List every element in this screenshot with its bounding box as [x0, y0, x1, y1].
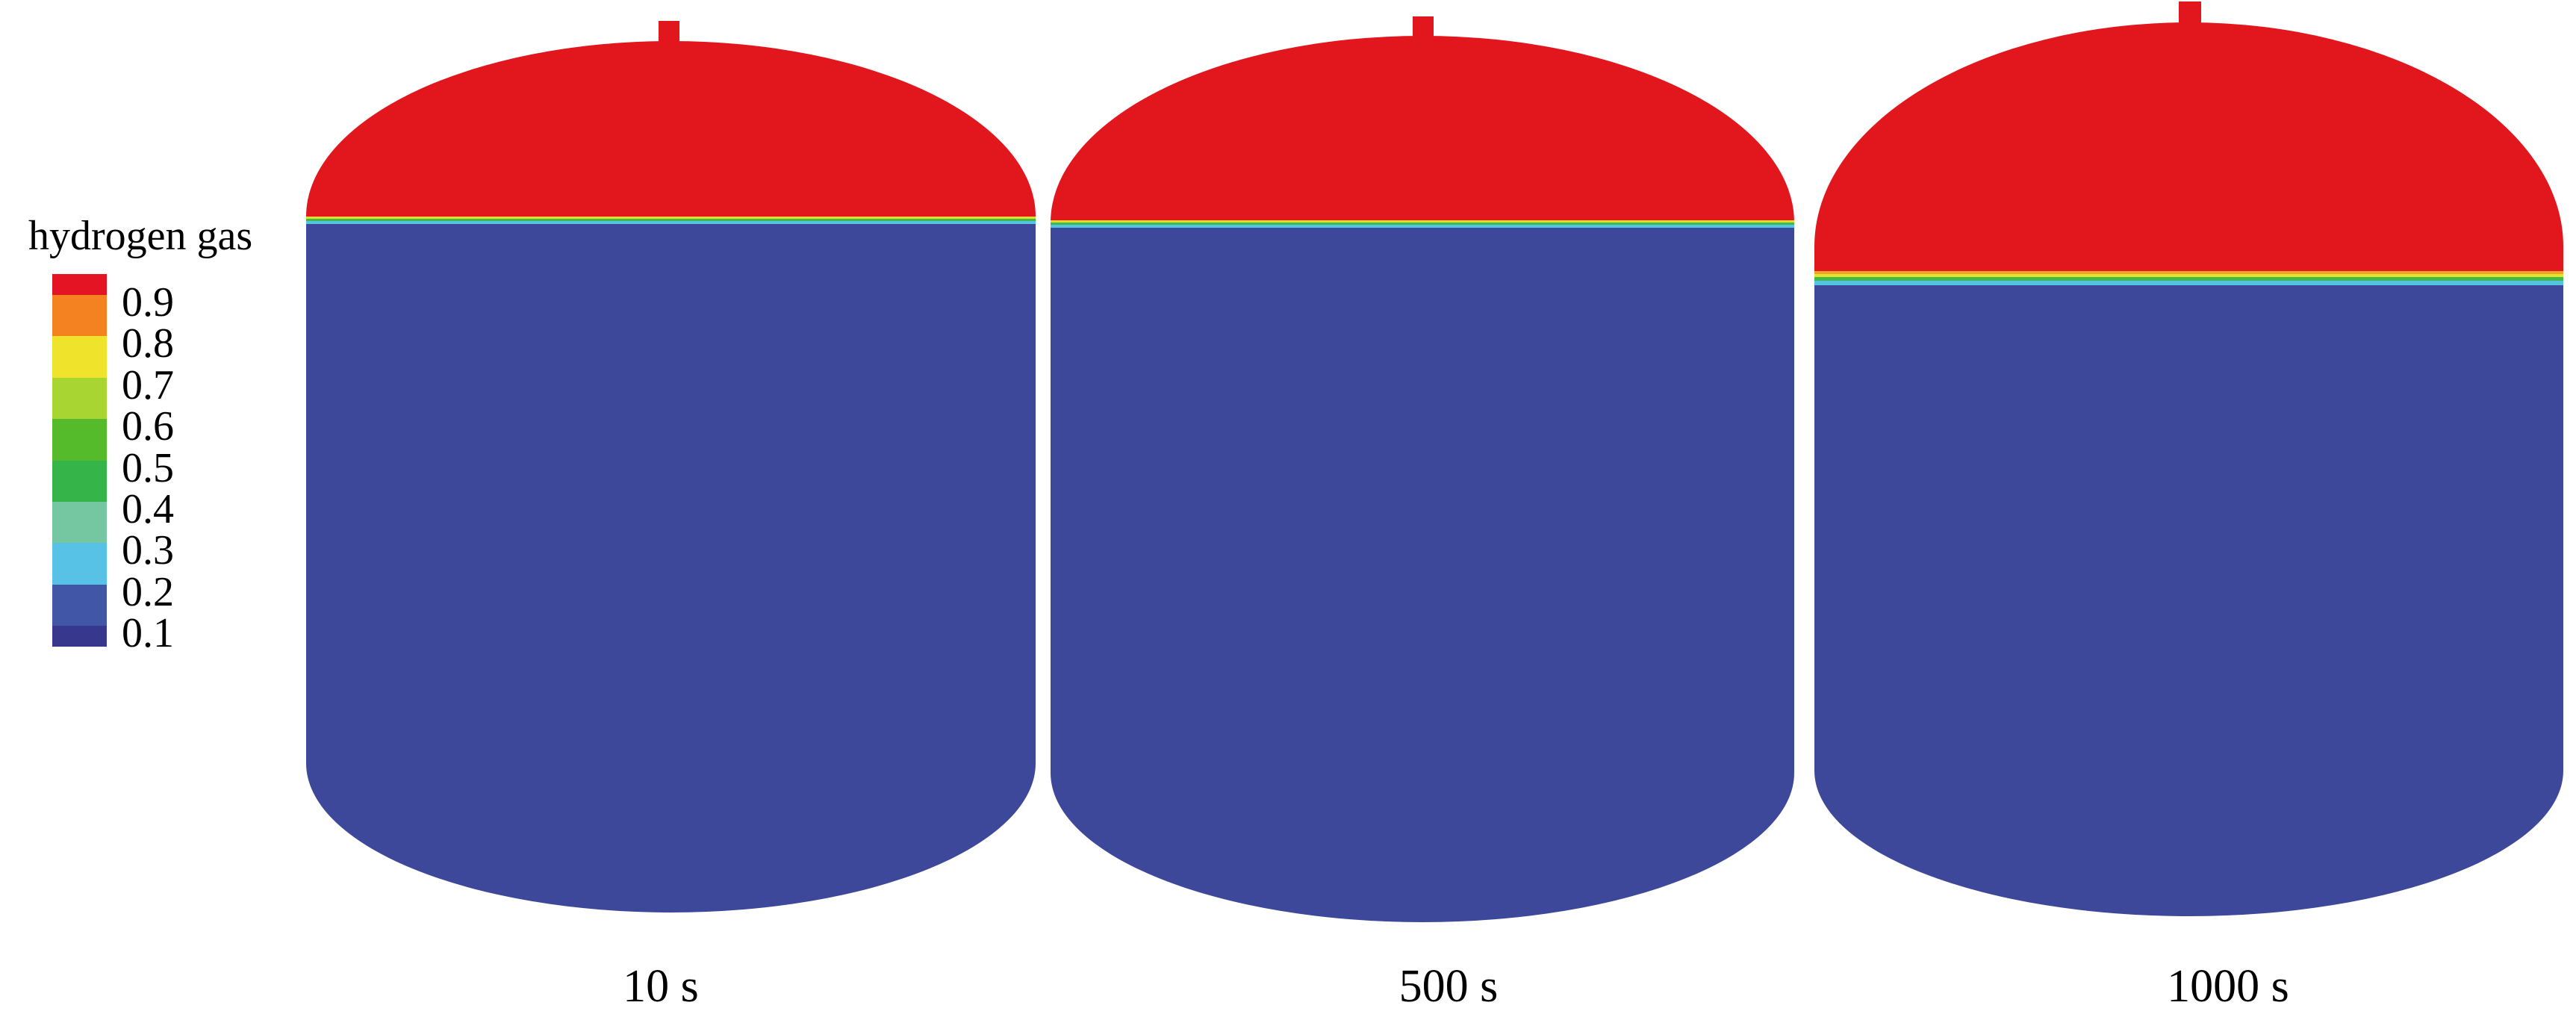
- tank-vessel-contour: [306, 41, 1036, 912]
- legend-tick-label: 0.2: [122, 568, 174, 615]
- legend-color-segment: [52, 543, 107, 585]
- legend-color-segment: [52, 377, 107, 420]
- legend-color-segment: [52, 336, 107, 378]
- legend-color-segment: [52, 419, 107, 461]
- legend-tick-label: 0.4: [122, 486, 174, 532]
- legend-tick-label: 0.3: [122, 527, 174, 574]
- legend-tick-label: 0.7: [122, 361, 174, 408]
- legend-color-segment: [52, 274, 107, 295]
- tank-panel-10s: [306, 21, 1036, 912]
- legend-color-segment: [52, 501, 107, 544]
- legend-tick-label: 0.1: [122, 610, 174, 657]
- legend-tick-label: 0.8: [122, 320, 174, 367]
- legend-color-segment: [52, 295, 107, 337]
- legend-colorbar: [52, 274, 107, 647]
- tank-panel-1000s: [1814, 1, 2563, 916]
- tank-vessel-contour: [1051, 36, 1794, 922]
- legend-tick-label: 0.5: [122, 444, 174, 491]
- legend-color-segment: [52, 626, 107, 647]
- tank-panel-500s: [1051, 16, 1794, 922]
- time-caption-1: 10 s: [623, 961, 699, 1012]
- legend-tick-labels: 0.9 0.8 0.7 0.6 0.5 0.4 0.3 0.2 0.1: [122, 274, 211, 662]
- legend-tick-label: 0.6: [122, 403, 174, 450]
- time-caption-2: 500 s: [1399, 961, 1499, 1012]
- legend-color-segment: [52, 460, 107, 502]
- legend-color-segment: [52, 584, 107, 626]
- legend-title: hydrogen gas: [28, 213, 253, 259]
- tank-vessel-contour: [1814, 22, 2563, 916]
- time-caption-3: 1000 s: [2167, 961, 2289, 1012]
- legend-tick-label: 0.9: [122, 279, 174, 326]
